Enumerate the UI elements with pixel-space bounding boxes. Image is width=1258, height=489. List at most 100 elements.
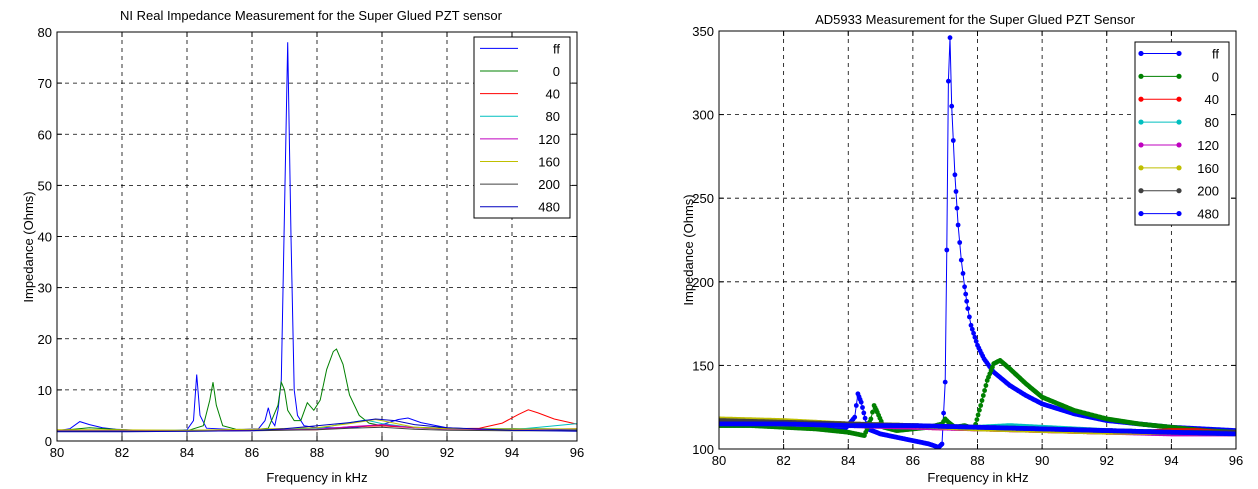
right-x-tick-label: 80 [712, 453, 726, 468]
left-y-tick-label: 60 [38, 127, 52, 142]
right-legend-marker [1176, 165, 1182, 171]
right-legend-label-80: 80 [1205, 115, 1219, 130]
left-legend-label-40: 40 [546, 87, 560, 102]
right-legend-marker [1176, 142, 1182, 148]
right-legend-marker [1138, 165, 1144, 171]
left-x-tick-label: 96 [570, 445, 584, 460]
right-legend-label-ff: ff [1212, 46, 1219, 61]
right-point-0 [979, 398, 985, 403]
right-y-tick-label: 200 [692, 275, 714, 290]
left-y-tick-label: 0 [45, 434, 52, 449]
right-point-ff [973, 338, 979, 344]
right-point-0 [977, 407, 982, 413]
left-legend-label-480: 480 [538, 200, 560, 215]
left-legend-label-ff: ff [553, 41, 560, 56]
right-point-ff [972, 334, 978, 340]
right-y-tick-label: 250 [692, 191, 714, 206]
right-legend-marker [1138, 96, 1144, 102]
left-x-tick-label: 92 [440, 445, 454, 460]
left-x-tick-label: 94 [505, 445, 519, 460]
right-x-tick-label: 88 [970, 453, 984, 468]
right-y-tick-label: 150 [692, 358, 714, 373]
right-point-ff [968, 322, 974, 328]
right-point-ff [946, 78, 951, 84]
left-series-line-160 [57, 418, 577, 431]
right-legend-marker [1138, 73, 1144, 79]
right-series-480 [719, 421, 1236, 437]
right-point-ff [858, 399, 864, 405]
left-x-tick-label: 86 [245, 445, 259, 460]
right-legend-marker [1138, 188, 1144, 194]
right-x-tick-label: 82 [776, 453, 790, 468]
right-legend-label-200: 200 [1197, 184, 1219, 199]
right-point-480 [1232, 431, 1236, 437]
left-y-tick-label: 70 [38, 76, 52, 91]
right-x-axis-label: Frequency in kHz [927, 470, 1028, 485]
right-point-ff [957, 240, 963, 245]
right-point-ff [967, 314, 972, 320]
left-x-tick-label: 88 [310, 445, 324, 460]
left-y-tick-label: 40 [38, 230, 52, 245]
right-legend-marker [1138, 119, 1144, 125]
left-x-tick-label: 84 [180, 445, 194, 460]
right-point-ff [860, 405, 865, 410]
left-legend-label-120: 120 [538, 132, 560, 147]
right-chart-svg: AD5933 Measurement for the Super Glued P… [681, 12, 1243, 485]
left-series-480 [57, 418, 577, 433]
right-legend-marker [1176, 50, 1182, 57]
right-legend-marker [1176, 73, 1182, 79]
right-point-ff [965, 306, 971, 311]
left-y-tick-label: 50 [38, 178, 52, 193]
right-y-tick-label: 350 [692, 24, 714, 39]
right-x-tick-label: 86 [906, 453, 920, 468]
right-legend-label-160: 160 [1197, 161, 1219, 176]
right-point-ff [964, 298, 970, 304]
left-legend-box [473, 36, 571, 219]
right-point-ff [953, 189, 959, 194]
right-point-ff [944, 247, 950, 253]
right-point-ff [962, 284, 967, 290]
right-legend-label-0: 0 [1212, 69, 1219, 84]
left-series-line-480 [57, 418, 577, 433]
right-point-ff [939, 441, 945, 447]
right-legend-marker [1176, 119, 1182, 125]
left-chart-title: NI Real Impedance Measurement for the Su… [120, 8, 503, 23]
right-point-ff [852, 414, 858, 420]
left-y-tick-label: 20 [38, 332, 52, 347]
left-legend-label-200: 200 [538, 177, 560, 192]
right-point-0 [974, 417, 980, 422]
right-legend-box [1134, 41, 1230, 226]
right-point-ff [969, 326, 975, 332]
right-legend-marker [1138, 142, 1144, 148]
left-x-tick-label: 82 [115, 445, 129, 460]
right-point-ff [952, 172, 958, 178]
left-x-tick-label: 80 [50, 445, 64, 460]
left-legend-label-160: 160 [538, 154, 560, 169]
right-point-0 [983, 383, 989, 388]
left-chart: NI Real Impedance Measurement for the Su… [0, 0, 600, 489]
right-point-ff [942, 379, 948, 385]
right-legend-marker [1138, 50, 1144, 57]
right-x-tick-label: 92 [1100, 453, 1114, 468]
right-legend: ff 0 40 80 120 160 200 480 [1134, 41, 1230, 226]
right-legend-marker [1138, 210, 1144, 217]
right-point-ff [853, 403, 859, 408]
left-y-tick-label: 10 [38, 383, 52, 398]
left-x-axis-label: Frequency in kHz [266, 470, 367, 485]
right-point-ff [963, 291, 969, 297]
right-x-tick-label: 84 [841, 453, 855, 468]
right-point-ff [954, 205, 960, 211]
right-x-tick-label: 94 [1164, 453, 1178, 468]
left-legend-label-80: 80 [546, 109, 560, 124]
right-point-ff [971, 330, 976, 336]
right-legend-label-40: 40 [1205, 92, 1219, 107]
right-legend-marker [1176, 188, 1182, 194]
right-chart-title: AD5933 Measurement for the Super Glued P… [815, 12, 1136, 27]
right-point-ff [941, 410, 946, 416]
left-chart-svg: NI Real Impedance Measurement for the Su… [21, 8, 584, 485]
right-point-ff [947, 35, 953, 41]
left-y-tick-label: 80 [38, 25, 52, 40]
left-y-tick-label: 30 [38, 281, 52, 296]
right-chart: AD5933 Measurement for the Super Glued P… [660, 0, 1258, 489]
right-point-ff [950, 138, 956, 143]
